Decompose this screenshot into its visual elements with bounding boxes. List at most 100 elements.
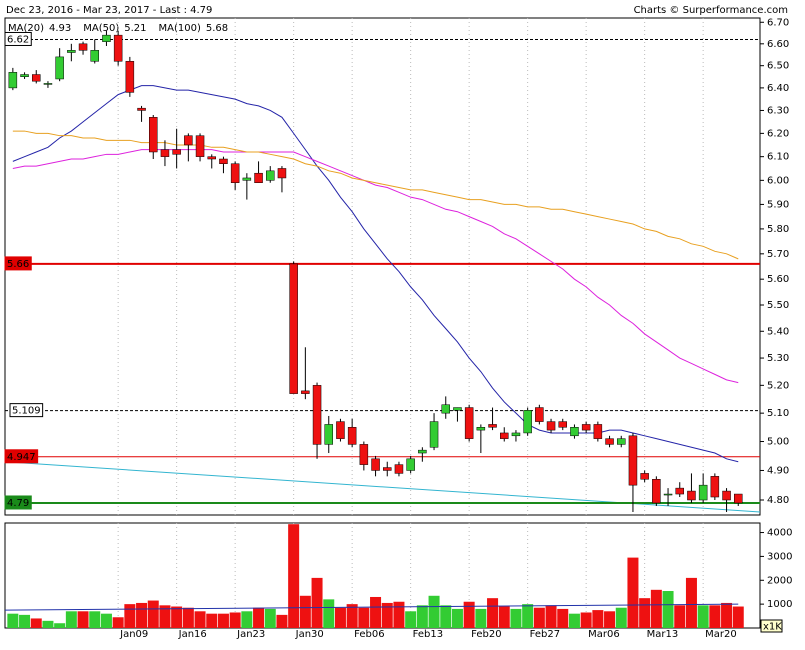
- candle-body: [628, 435, 638, 486]
- candle-body: [20, 74, 29, 77]
- candle-body: [102, 34, 111, 42]
- legend-label: MA(50): [83, 23, 119, 34]
- volume-bar: [147, 600, 159, 628]
- level-label: 4.947: [7, 452, 36, 463]
- candle-body: [698, 484, 708, 501]
- y-tick-label: 5.40: [767, 326, 789, 337]
- volume-bar: [299, 595, 311, 628]
- level-label: 4.79: [7, 498, 29, 509]
- volume-tick-label: 1000: [767, 599, 792, 610]
- x-tick-label: Jan23: [236, 629, 265, 640]
- candle-body: [359, 444, 369, 465]
- candle-body: [593, 424, 603, 439]
- candle-body: [722, 490, 731, 501]
- candle-body: [687, 490, 696, 501]
- candle-body: [371, 458, 380, 471]
- volume-bar: [112, 617, 124, 628]
- candle-body: [441, 404, 450, 414]
- candle-body: [675, 487, 684, 495]
- y-tick-label: 4.80: [767, 495, 789, 506]
- candle-body: [289, 263, 298, 394]
- candle-body: [184, 135, 193, 146]
- level-label-box: [9, 403, 44, 418]
- volume-bar: [487, 598, 499, 628]
- candle-body: [418, 449, 427, 454]
- y-tick-label: 4.90: [767, 465, 789, 476]
- volume-bar: [241, 611, 253, 628]
- candle-body: [464, 407, 474, 439]
- volume-bar: [7, 613, 19, 628]
- volume-bar: [580, 612, 592, 628]
- candle-body: [207, 156, 216, 160]
- volume-bar: [159, 605, 171, 628]
- legend-value: 5.68: [206, 23, 228, 34]
- y-tick-label: 6.30: [767, 105, 789, 116]
- x-tick-label: Feb27: [530, 629, 560, 640]
- volume-bar: [533, 607, 545, 628]
- volume-bar: [89, 611, 101, 628]
- volume-bar: [545, 605, 557, 628]
- volume-bar: [416, 605, 428, 628]
- candle-body: [734, 493, 743, 504]
- volume-bar: [440, 605, 452, 628]
- candle-body: [558, 421, 567, 428]
- candle-body: [336, 421, 345, 439]
- level-label-box: [4, 449, 39, 464]
- y-tick-label: 5.80: [767, 224, 789, 235]
- volume-bar: [217, 613, 229, 628]
- volume-bar: [463, 601, 475, 628]
- legend-value: 5.21: [124, 23, 146, 34]
- volume-bar: [194, 611, 206, 628]
- y-tick-label: 5.90: [767, 199, 789, 210]
- candle-body: [195, 135, 205, 157]
- chart-title: Dec 23, 2016 - Mar 23, 2017 - Last : 4.7…: [6, 5, 212, 16]
- volume-bar: [42, 620, 54, 628]
- candle-body: [254, 172, 263, 183]
- volume-bar: [77, 611, 89, 628]
- volume-bar: [393, 601, 405, 628]
- volume-unit: x1K: [763, 622, 782, 633]
- legend-label: MA(20): [8, 23, 44, 34]
- x-tick-label: Feb20: [471, 629, 501, 640]
- volume-bar: [370, 596, 382, 628]
- candle-body: [219, 158, 228, 164]
- level-label-box: [4, 31, 32, 46]
- candle-body: [383, 467, 392, 471]
- candle-body: [429, 421, 439, 448]
- candle-body: [242, 177, 252, 181]
- candle-body: [605, 438, 614, 445]
- volume-bar: [568, 613, 580, 628]
- volume-bar: [685, 577, 697, 628]
- candle-body: [55, 56, 64, 80]
- volume-tick-label: 3000: [767, 551, 792, 562]
- volume-bar: [323, 599, 335, 628]
- candle-body: [523, 410, 532, 434]
- y-tick-label: 5.30: [767, 353, 789, 364]
- volume-bar: [709, 605, 721, 628]
- candle-body: [535, 407, 544, 422]
- candle-body: [500, 432, 509, 439]
- volume-bar: [650, 589, 662, 628]
- volume-bar: [65, 611, 77, 628]
- y-tick-label: 5.60: [767, 274, 789, 285]
- candle-body: [347, 427, 357, 445]
- candle-body: [640, 473, 649, 480]
- volume-bar: [54, 623, 66, 628]
- x-tick-label: Jan09: [119, 629, 148, 640]
- candle-body: [710, 476, 720, 498]
- candle-body: [570, 427, 579, 437]
- volume-bar: [510, 608, 522, 628]
- candle-body: [230, 163, 240, 183]
- volume-bar: [358, 607, 370, 628]
- volume-bar: [522, 604, 534, 628]
- volume-bar: [229, 612, 241, 628]
- candle-body: [125, 61, 135, 93]
- x-tick-label: Jan30: [295, 629, 324, 640]
- volume-bar: [30, 618, 42, 628]
- volume-bar: [475, 608, 487, 628]
- volume-bar: [615, 607, 627, 628]
- candle-body: [617, 438, 626, 445]
- candle-body: [266, 170, 275, 181]
